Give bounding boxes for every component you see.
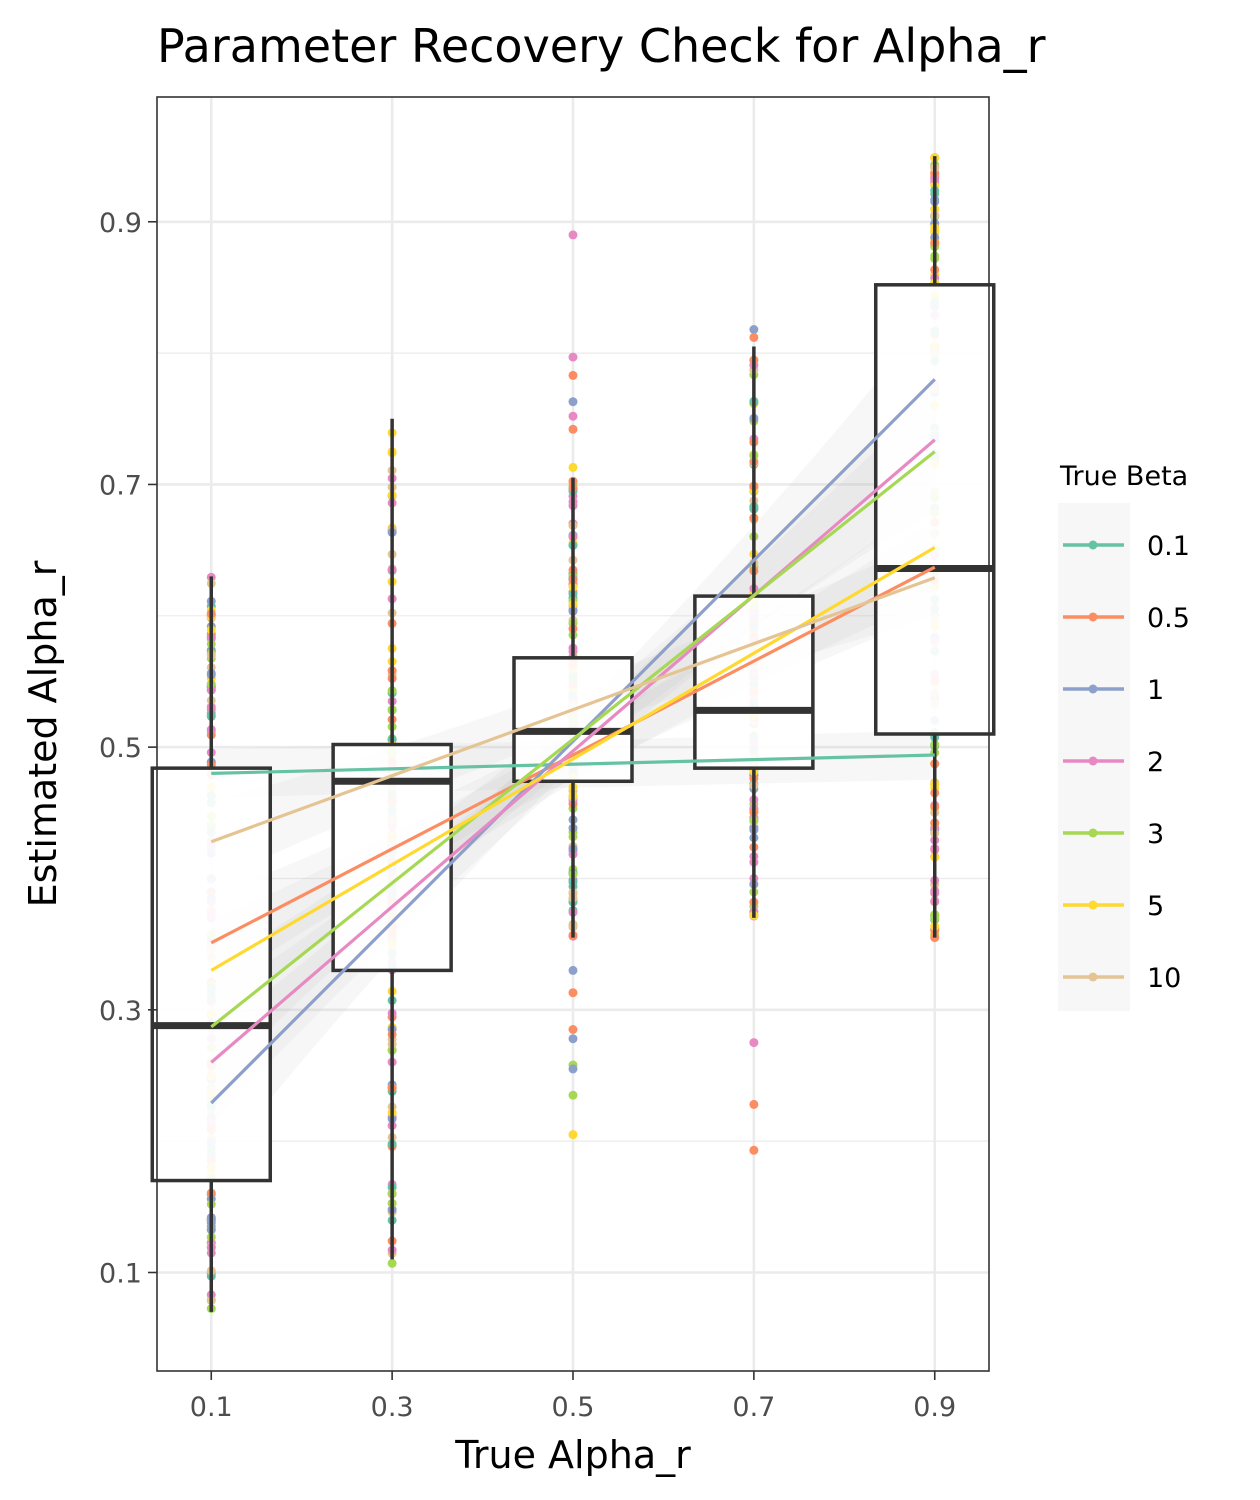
legend-label: 10 xyxy=(1147,963,1181,994)
outlier-point xyxy=(568,1034,578,1044)
x-tick-label: 0.1 xyxy=(190,1392,233,1423)
legend-label: 1 xyxy=(1147,675,1164,706)
legend-key-point xyxy=(1088,828,1098,838)
y-tick-label: 0.7 xyxy=(99,470,142,501)
x-tick-label: 0.5 xyxy=(552,1392,595,1423)
outlier-point xyxy=(568,462,578,472)
outlier-point xyxy=(568,988,578,998)
legend-title: True Beta xyxy=(1059,461,1188,492)
boxplot-0-5 xyxy=(512,477,634,938)
regression-line-beta-0.5 xyxy=(210,565,936,945)
regression-line-beta-2 xyxy=(210,438,936,1064)
y-axis-title: Estimated Alpha_r xyxy=(21,560,65,907)
outlier-point xyxy=(930,933,940,943)
legend-key-point xyxy=(1088,972,1098,982)
y-tick-label: 0.1 xyxy=(99,1258,142,1289)
y-tick-label: 0.5 xyxy=(99,733,142,764)
boxplot-0-3 xyxy=(331,418,453,1260)
box xyxy=(512,656,634,784)
outlier-point xyxy=(749,332,759,342)
legend-item: 10 xyxy=(1063,963,1181,994)
outlier-point xyxy=(568,1064,578,1074)
outlier-point xyxy=(568,352,578,362)
x-axis: 0.1 0.3 0.5 0.7 0.9 xyxy=(190,1371,956,1423)
legend: 0.1 0.5 1 2 3 5 10 xyxy=(1063,531,1190,994)
legend-item: 5 xyxy=(1063,891,1164,922)
outlier-point xyxy=(749,1038,759,1048)
outlier-point xyxy=(568,411,578,421)
x-axis-title: True Alpha_r xyxy=(454,1433,691,1477)
legend-item: 0.1 xyxy=(1063,531,1190,562)
legend-key-point xyxy=(1088,900,1098,910)
legend-key-point xyxy=(1088,612,1098,622)
regression-lines xyxy=(210,378,936,1105)
regression-line-beta-0.1 xyxy=(211,753,935,776)
x-tick-label: 0.9 xyxy=(913,1392,956,1423)
regression-line-beta-10 xyxy=(210,576,936,844)
outlier-point xyxy=(749,1145,759,1155)
chart-title: Parameter Recovery Check for Alpha_r xyxy=(157,19,1046,73)
legend-label: 5 xyxy=(1147,891,1164,922)
box xyxy=(150,766,273,1183)
legend-label: 0.5 xyxy=(1147,603,1190,634)
outlier-point xyxy=(387,1258,397,1268)
outlier-point xyxy=(568,965,578,975)
legend-item: 1 xyxy=(1063,675,1164,706)
regression-line-beta-5 xyxy=(210,546,936,972)
outlier-point xyxy=(749,325,759,334)
legend-key-point xyxy=(1088,756,1098,766)
outlier-point xyxy=(568,230,578,240)
outlier-point xyxy=(749,1099,759,1109)
outlier-point xyxy=(568,1025,578,1034)
x-tick-label: 0.7 xyxy=(732,1392,775,1423)
outlier-point xyxy=(568,424,578,434)
legend-item: 3 xyxy=(1063,819,1164,850)
x-tick-label: 0.3 xyxy=(371,1392,414,1423)
legend-item: 0.5 xyxy=(1063,603,1190,634)
legend-label: 2 xyxy=(1147,747,1164,778)
outlier-point xyxy=(568,1090,578,1100)
legend-item: 2 xyxy=(1063,747,1164,778)
outlier-point xyxy=(568,370,578,380)
outlier-point xyxy=(568,397,578,407)
box xyxy=(873,283,996,736)
y-tick-label: 0.9 xyxy=(99,208,142,239)
legend-label: 3 xyxy=(1147,819,1164,850)
boxplot-0-1 xyxy=(150,576,273,1312)
outlier-point xyxy=(568,1130,578,1140)
y-tick-label: 0.3 xyxy=(99,996,142,1027)
boxplots xyxy=(150,156,996,1312)
legend-key-point xyxy=(1088,540,1098,550)
legend-label: 0.1 xyxy=(1147,531,1190,562)
y-axis: 0.1 0.3 0.5 0.7 0.9 xyxy=(99,208,157,1289)
legend-key-point xyxy=(1088,684,1098,694)
regression-line-beta-3 xyxy=(210,450,936,1029)
